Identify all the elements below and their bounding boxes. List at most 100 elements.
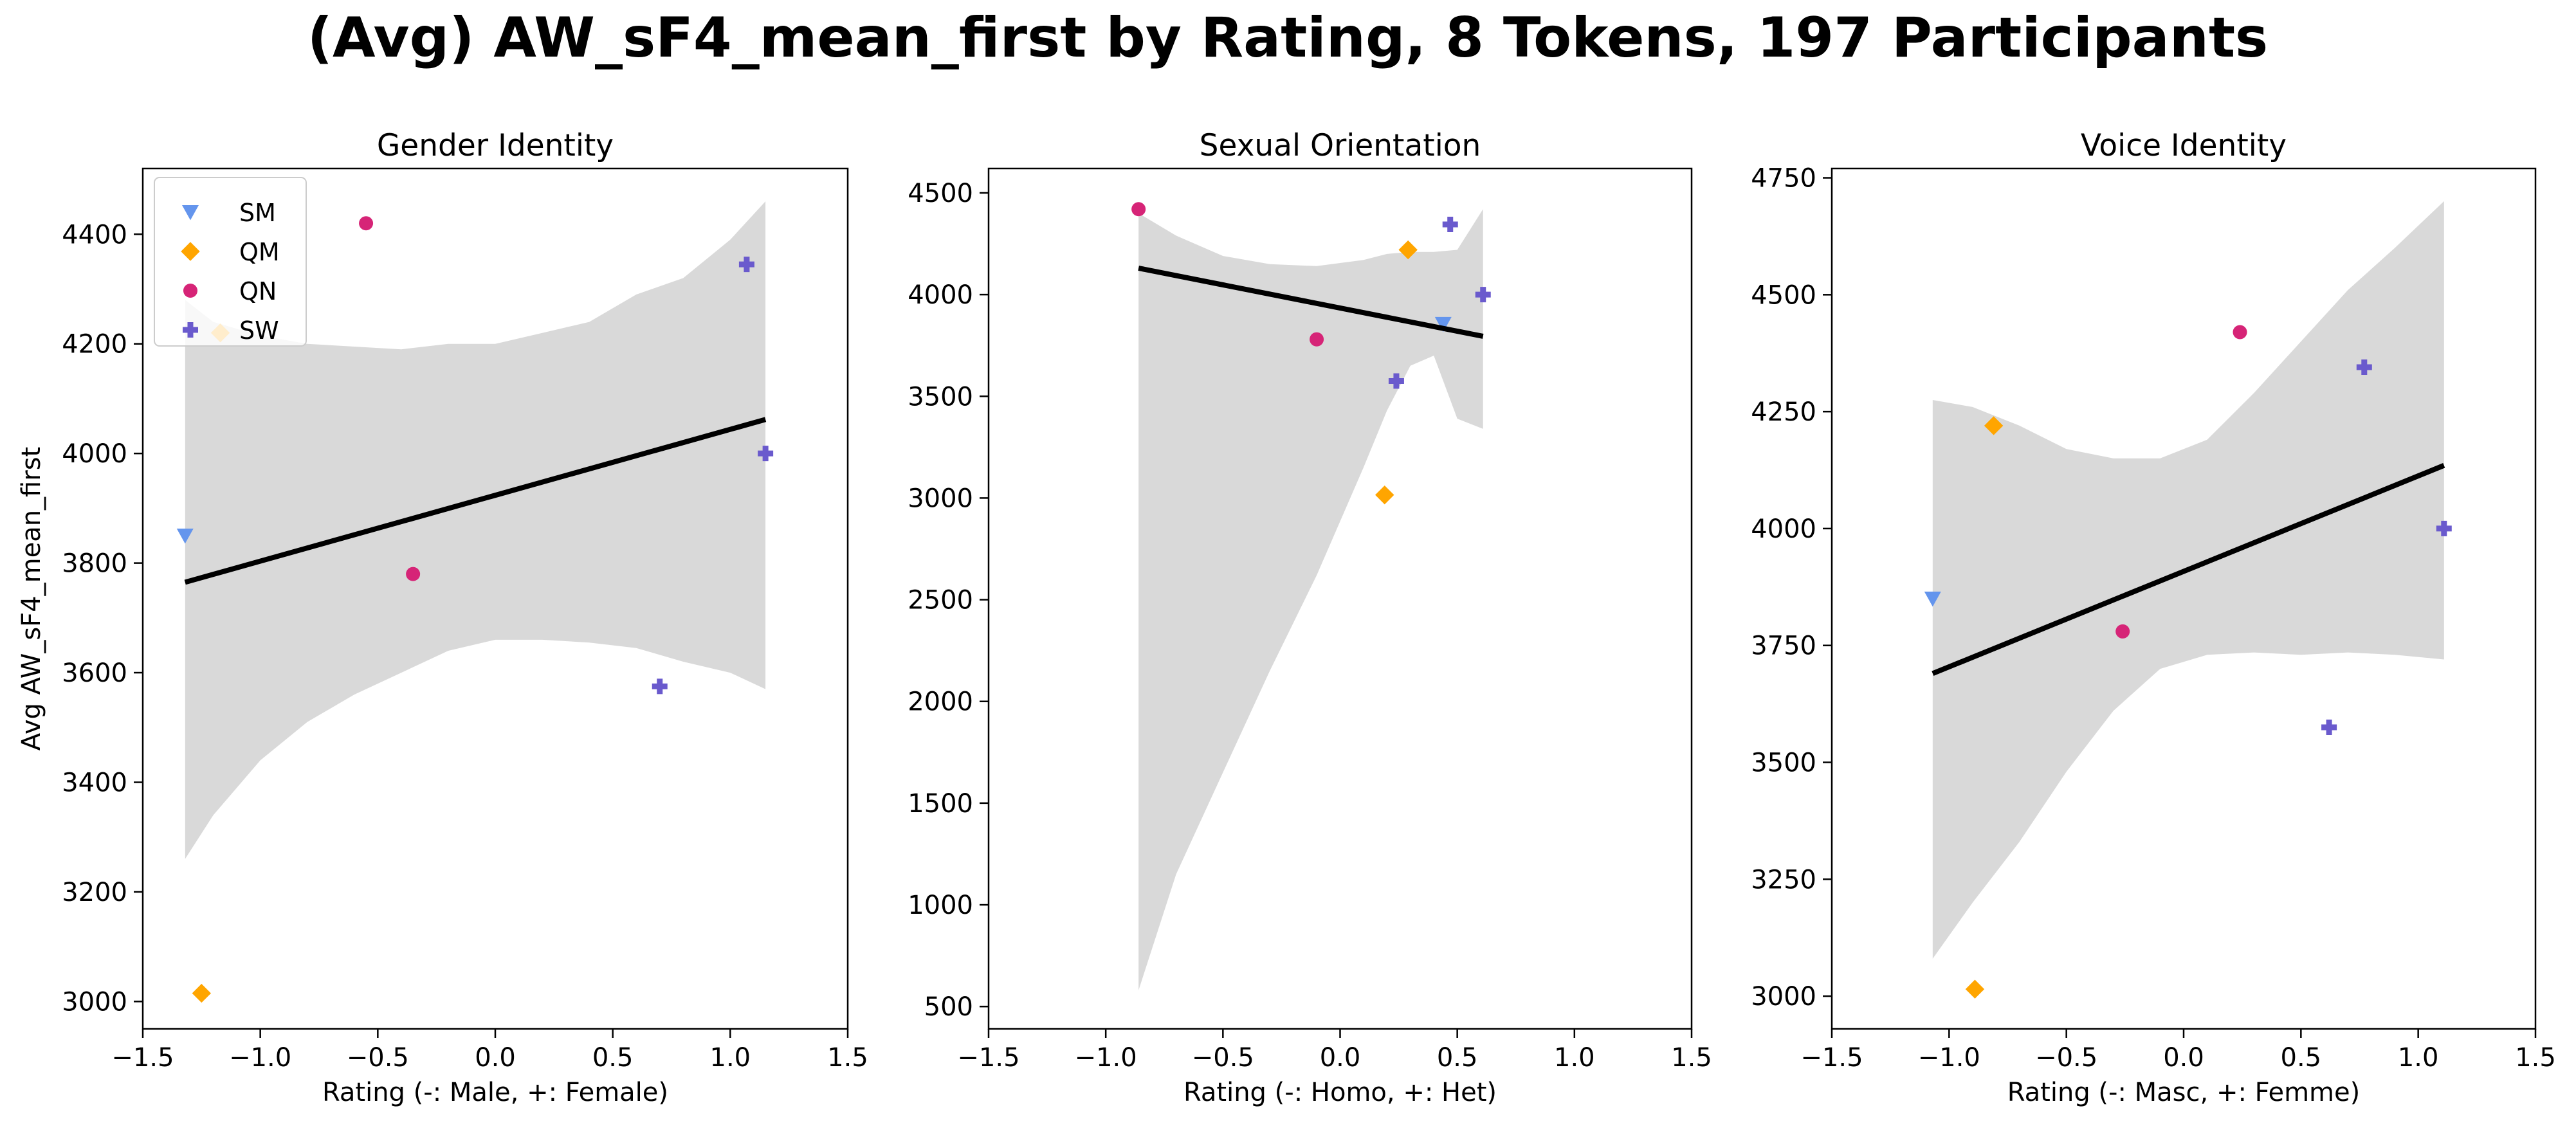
y-axis-label: Avg AW_sF4_mean_first xyxy=(17,447,46,750)
x-tick-label: −1.5 xyxy=(1800,1043,1863,1073)
data-point-sw xyxy=(652,678,668,695)
legend-marker-qm xyxy=(181,242,200,261)
legend: SM QM QN SW xyxy=(154,177,307,347)
x-tick-label: 0.0 xyxy=(1320,1043,1361,1073)
data-point-sm xyxy=(176,528,194,544)
x-axis-label: Rating (-: Homo, +: Het) xyxy=(1183,1078,1497,1107)
x-tick-label: 0.5 xyxy=(1437,1043,1478,1073)
x-tick-label: −1.5 xyxy=(957,1043,1019,1073)
y-tick-label: 4750 xyxy=(1751,164,1816,194)
x-tick-label: 1.5 xyxy=(1671,1043,1712,1073)
data-point-qm xyxy=(192,983,212,1003)
subplot-1: −1.5 −1.0 −0.5 0.0 0.5 1.0 1.5 3000 3200 3400 3600… xyxy=(17,128,868,1107)
y-tick-label: 3600 xyxy=(62,658,127,688)
y-tick-label: 3000 xyxy=(1751,982,1816,1012)
x-tick-label: 1.0 xyxy=(2398,1043,2439,1073)
y-tick-label: 3000 xyxy=(908,484,973,513)
confidence-band xyxy=(185,201,766,859)
y-tick-label: 4250 xyxy=(1751,397,1816,427)
regression-line xyxy=(1138,266,1484,339)
data-point-sw xyxy=(2356,359,2372,376)
confidence-band xyxy=(1138,209,1483,990)
y-tick-label: 2500 xyxy=(908,586,973,615)
data-point-sw xyxy=(1388,373,1404,389)
x-tick-label: 1.5 xyxy=(2515,1043,2556,1073)
legend-label-sw: SW xyxy=(239,316,279,345)
y-tick-label: 3400 xyxy=(62,768,127,797)
y-tick-label: 500 xyxy=(924,992,973,1022)
subplot-2: −1.5 −1.0 −0.5 0.0 0.5 1.0 1.5 500 1000 1500 2000 2… xyxy=(908,128,1712,1107)
data-point-sm xyxy=(1924,591,1941,607)
subplot-title: Sexual Orientation xyxy=(1200,128,1481,163)
x-tick-label: −0.5 xyxy=(1192,1043,1254,1073)
y-tick-label: 4000 xyxy=(908,280,973,310)
y-tick-label: 4500 xyxy=(1751,280,1816,310)
regression-line xyxy=(1932,463,2445,677)
data-point-qn xyxy=(2233,325,2247,340)
data-point-qn xyxy=(406,567,421,581)
data-point-qn xyxy=(1131,202,1146,217)
data-point-sw xyxy=(1475,287,1491,303)
data-point-qm xyxy=(1398,240,1418,260)
x-tick-label: 1.0 xyxy=(1554,1043,1595,1073)
subplot-3: −1.5 −1.0 −0.5 0.0 0.5 1.0 1.5 3000 3250 3500 3750… xyxy=(1751,128,2556,1107)
data-point-sm xyxy=(1434,316,1452,332)
legend-marker-sm xyxy=(182,204,199,221)
legend-label-qm: QM xyxy=(239,238,280,266)
x-axis-label: Rating (-: Masc, +: Femme) xyxy=(2007,1078,2360,1107)
data-point-qn xyxy=(1310,332,1324,347)
data-point-qm xyxy=(1375,485,1394,505)
y-tick-label: 3500 xyxy=(908,382,973,412)
x-tick-label: 0.5 xyxy=(592,1043,634,1073)
y-tick-label: 4000 xyxy=(62,439,127,469)
y-tick-label: 3250 xyxy=(1751,865,1816,894)
legend-label-sm: SM xyxy=(239,199,276,227)
y-tick-label: 3750 xyxy=(1751,631,1816,661)
plot-area xyxy=(176,201,774,1003)
x-tick-label: 0.5 xyxy=(2281,1043,2322,1073)
figure-title: (Avg) AW_sF4_mean_first by Rating, 8 Tok… xyxy=(307,6,2269,70)
y-tick-label: 1000 xyxy=(908,891,973,920)
y-tick-label: 3000 xyxy=(62,987,127,1017)
legend-box xyxy=(154,177,307,347)
subplot-title: Gender Identity xyxy=(377,128,614,163)
x-tick-label: −0.5 xyxy=(2035,1043,2097,1073)
confidence-band xyxy=(1932,201,2444,959)
data-point-sw xyxy=(738,257,754,273)
legend-marker-sw xyxy=(183,322,198,338)
data-point-sw xyxy=(1442,216,1458,232)
plot-area xyxy=(1131,202,1491,990)
regression-line xyxy=(184,417,767,585)
plot-area xyxy=(1924,201,2452,999)
y-tick-label: 4200 xyxy=(62,330,127,359)
y-tick-label: 3200 xyxy=(62,878,127,907)
data-point-sw xyxy=(2321,719,2337,735)
x-tick-label: 0.0 xyxy=(2163,1043,2204,1073)
data-point-qm xyxy=(1984,416,2004,435)
x-tick-label: −1.0 xyxy=(1918,1043,1980,1073)
x-tick-label: 1.0 xyxy=(710,1043,751,1073)
legend-marker-qn xyxy=(183,284,197,298)
subplot-panels: −1.5 −1.0 −0.5 0.0 0.5 1.0 1.5 3000 3200 3400 3600… xyxy=(17,128,2556,1107)
x-tick-label: 1.5 xyxy=(827,1043,868,1073)
y-tick-label: 3800 xyxy=(62,549,127,579)
x-tick-label: −1.5 xyxy=(111,1043,174,1073)
y-tick-label: 4000 xyxy=(1751,514,1816,544)
x-tick-label: −1.0 xyxy=(229,1043,291,1073)
data-point-qn xyxy=(359,216,374,231)
subplot-title: Voice Identity xyxy=(2081,128,2287,163)
data-point-sw xyxy=(758,446,774,462)
data-point-qn xyxy=(2115,624,2130,639)
data-point-qm xyxy=(1965,979,1985,999)
y-tick-label: 2000 xyxy=(908,687,973,717)
y-tick-label: 4400 xyxy=(62,220,127,250)
x-tick-label: 0.0 xyxy=(475,1043,516,1073)
y-tick-label: 3500 xyxy=(1751,749,1816,778)
x-tick-label: −0.5 xyxy=(347,1043,409,1073)
data-point-sw xyxy=(2436,520,2452,536)
x-axis-label: Rating (-: Male, +: Female) xyxy=(322,1078,668,1107)
y-tick-label: 4500 xyxy=(908,179,973,208)
x-tick-label: −1.0 xyxy=(1075,1043,1137,1073)
legend-label-qn: QN xyxy=(239,277,277,305)
